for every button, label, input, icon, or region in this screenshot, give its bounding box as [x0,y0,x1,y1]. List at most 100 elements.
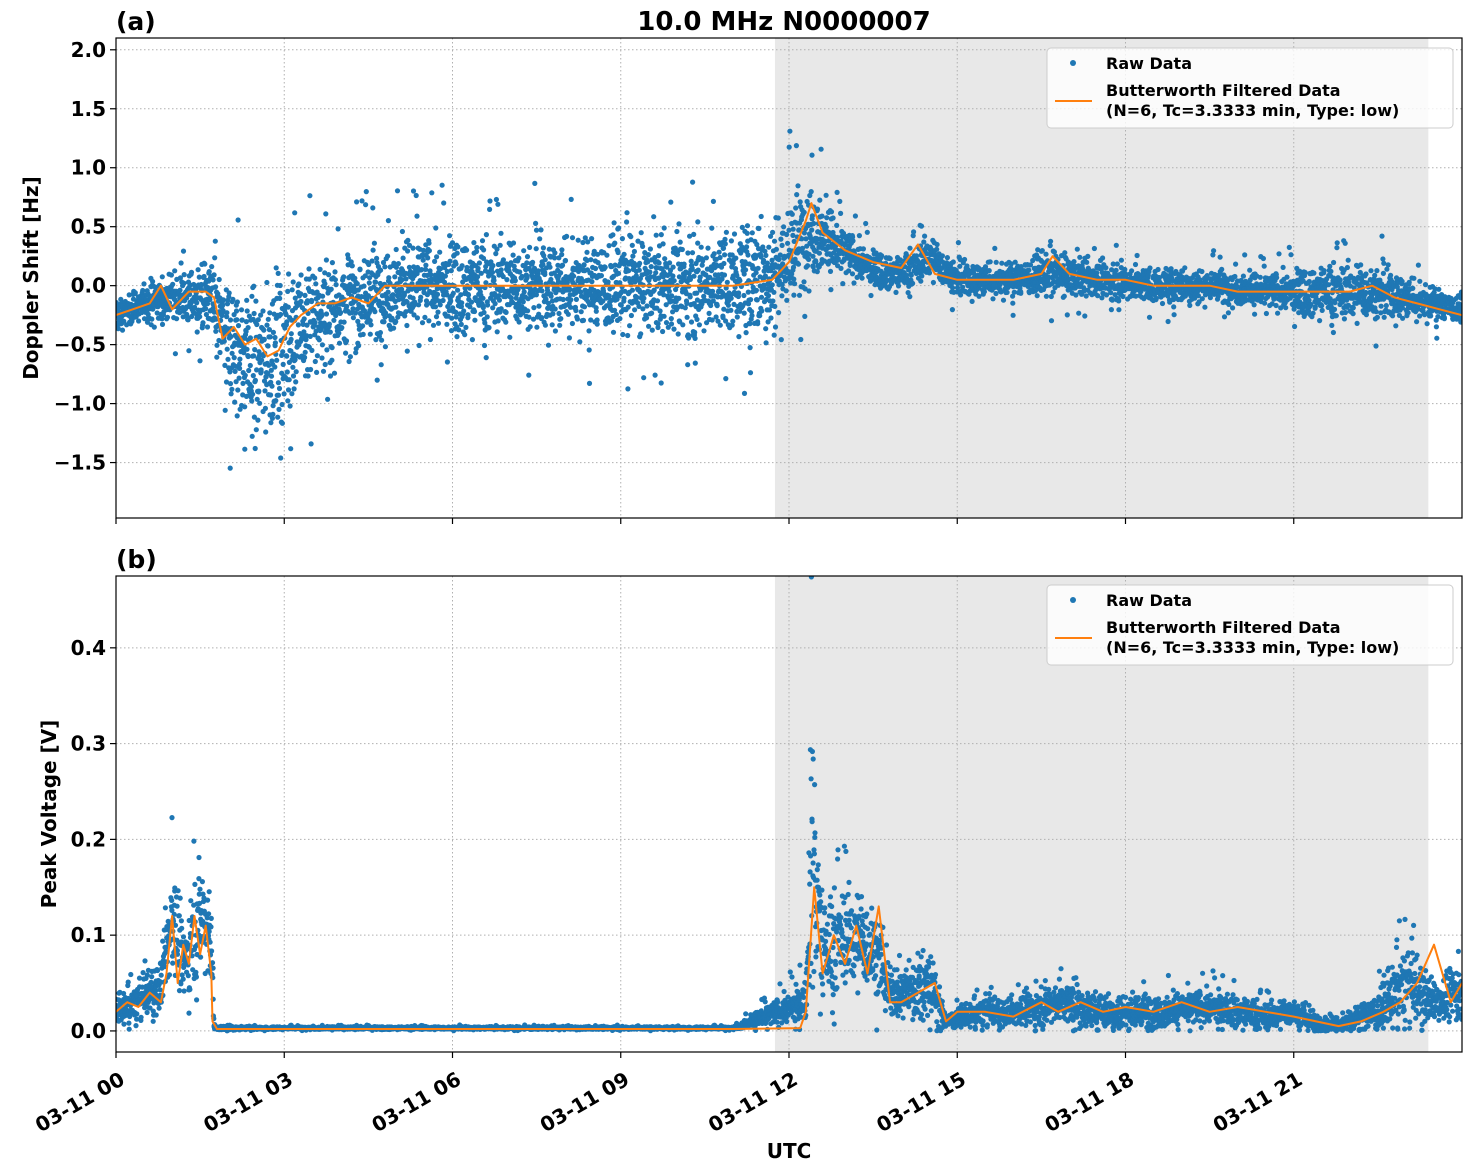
raw-data-point [1082,313,1088,319]
raw-data-point [1047,243,1053,249]
raw-data-point [197,314,203,320]
raw-data-point [700,258,706,264]
raw-data-point [178,260,184,266]
raw-data-point [957,263,963,269]
raw-data-point [454,250,460,256]
raw-data-point [259,357,265,363]
raw-data-point [231,355,237,361]
raw-data-point [399,286,405,292]
raw-data-point [434,254,440,260]
raw-data-point [354,281,360,287]
raw-data-point [210,277,216,283]
raw-data-point [730,318,736,324]
raw-data-point [545,342,552,348]
raw-data-point [252,347,258,353]
raw-data-point [1187,302,1193,308]
raw-data-point [573,296,580,302]
raw-data-point [512,278,518,284]
raw-data-point [222,362,228,368]
raw-data-point [1030,257,1036,264]
raw-data-point [251,414,257,420]
raw-data-point [741,271,747,277]
raw-data-point [674,228,680,235]
raw-data-point [140,287,146,294]
raw-data-point [403,276,409,282]
raw-data-point [357,266,363,272]
raw-data-point [680,322,686,328]
raw-data-point [410,245,416,251]
raw-data-point [327,329,333,335]
raw-data-point [1050,289,1056,295]
raw-data-point [462,332,468,338]
raw-data-point [760,244,766,250]
raw-data-point [811,220,817,227]
raw-data-point [172,351,178,357]
raw-data-point [243,328,249,335]
raw-data-point [651,287,657,293]
raw-data-point [227,465,233,471]
raw-data-point [644,315,650,321]
raw-data-point [1217,254,1223,260]
raw-data-point [275,392,282,398]
raw-data-point [765,293,772,299]
raw-data-point [402,313,408,319]
raw-data-point [229,386,235,392]
raw-data-point [543,296,549,302]
raw-data-point [454,334,460,340]
raw-data-point [268,392,274,398]
raw-data-point [1317,318,1323,324]
raw-data-point [224,310,230,316]
raw-data-point [273,398,279,404]
raw-data-point [314,369,320,375]
raw-data-point [490,305,496,311]
raw-data-point [755,265,761,271]
raw-data-point [699,262,705,268]
raw-data-point [790,232,796,238]
raw-data-point [430,322,437,328]
raw-data-point [174,316,180,322]
raw-data-point [250,391,256,397]
raw-data-point [492,301,498,307]
raw-data-point [542,257,548,263]
raw-data-point [228,334,234,340]
raw-data-point [723,229,730,235]
raw-data-point [763,252,769,258]
raw-data-point [194,329,200,335]
raw-data-point [447,233,453,239]
raw-data-point [362,273,368,279]
raw-data-point [313,281,319,287]
raw-data-point [653,232,659,238]
raw-data-point [284,353,290,359]
raw-data-point [434,291,441,297]
raw-data-point [808,189,814,195]
raw-data-point [694,290,700,296]
raw-data-point [406,242,413,248]
raw-data-point [168,272,174,278]
raw-data-point [298,298,304,305]
raw-data-point [235,217,241,223]
raw-data-point [229,350,235,356]
raw-data-point [809,213,816,219]
raw-data-point [349,263,355,269]
raw-data-point [326,321,332,327]
raw-data-point [1308,301,1314,308]
raw-data-point [685,250,691,256]
raw-data-point [350,315,356,321]
raw-data-point [728,238,735,244]
raw-data-point [999,260,1005,266]
raw-data-point [503,319,509,325]
raw-data-point [320,293,326,299]
raw-data-point [247,362,253,369]
raw-data-point [627,323,633,329]
raw-data-point [207,297,213,303]
raw-data-point [773,246,780,252]
raw-data-point [1260,255,1266,262]
raw-data-point [766,307,773,313]
raw-data-point [835,256,841,262]
raw-data-point [692,360,698,366]
raw-data-point [823,224,829,230]
raw-data-point [954,285,961,291]
raw-data-point [440,297,446,304]
raw-data-point [1083,293,1089,299]
raw-data-point [810,264,816,270]
